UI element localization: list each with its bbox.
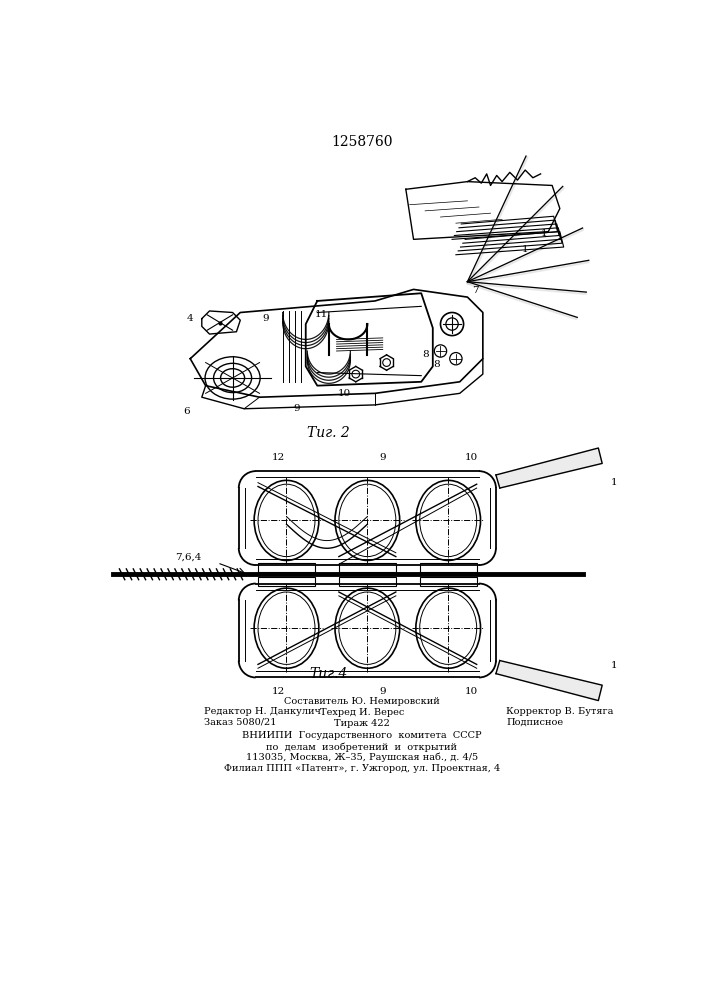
Text: по  делам  изобретений  и  открытий: по делам изобретений и открытий: [267, 742, 457, 752]
Bar: [339, 563, 396, 572]
Text: 1: 1: [522, 245, 529, 254]
Text: 8: 8: [422, 350, 428, 359]
Text: 12: 12: [272, 453, 286, 462]
Text: Составитель Ю. Немировский: Составитель Ю. Немировский: [284, 698, 440, 706]
Text: Филиал ППП «Патент», г. Ужгород, ул. Проектная, 4: Филиал ППП «Патент», г. Ужгород, ул. Про…: [224, 764, 500, 773]
Polygon shape: [467, 186, 564, 283]
Polygon shape: [467, 260, 589, 284]
Text: 9: 9: [293, 404, 300, 413]
Text: 1258760: 1258760: [331, 135, 392, 149]
Bar: [339, 577, 396, 586]
Text: 8: 8: [433, 360, 440, 369]
Text: 7,6,4: 7,6,4: [175, 553, 201, 562]
Text: Тираж 422: Тираж 422: [334, 719, 390, 728]
Text: Τиг.4: Τиг.4: [310, 667, 348, 681]
Polygon shape: [467, 228, 583, 284]
Polygon shape: [496, 661, 602, 701]
Text: 11: 11: [315, 310, 328, 319]
Text: 1: 1: [610, 478, 617, 487]
Text: 10: 10: [338, 389, 351, 398]
Text: Техред И. Верес: Техред И. Верес: [320, 708, 404, 717]
Text: 10: 10: [464, 453, 478, 462]
Text: 6: 6: [183, 407, 189, 416]
Text: Подписное: Подписное: [506, 718, 563, 727]
Bar: [258, 577, 315, 586]
Text: 9: 9: [262, 314, 269, 323]
Text: 113035, Москва, Ж–35, Раушская наб., д. 4/5: 113035, Москва, Ж–35, Раушская наб., д. …: [246, 753, 478, 762]
Polygon shape: [467, 282, 578, 320]
Polygon shape: [467, 156, 528, 283]
Text: 9: 9: [380, 687, 386, 696]
Text: 12: 12: [272, 687, 286, 696]
Text: 10: 10: [464, 687, 478, 696]
Text: 1: 1: [610, 661, 617, 670]
Bar: [420, 563, 477, 572]
Text: Редактор Н. Данкулич: Редактор Н. Данкулич: [204, 707, 321, 716]
Polygon shape: [496, 448, 602, 488]
Text: 4: 4: [187, 314, 194, 323]
Text: ВНИИПИ  Государственного  комитета  СССР: ВНИИПИ Государственного комитета СССР: [242, 731, 481, 740]
Text: Корректор В. Бутяга: Корректор В. Бутяга: [506, 707, 613, 716]
Text: 1: 1: [541, 229, 548, 238]
Text: 9: 9: [380, 453, 386, 462]
Bar: [420, 577, 477, 586]
Polygon shape: [467, 282, 586, 294]
Bar: [258, 563, 315, 572]
Text: Заказ 5080/21: Заказ 5080/21: [204, 718, 276, 727]
Text: 7: 7: [472, 286, 479, 295]
Text: Τиг. 2: Τиг. 2: [308, 426, 350, 440]
